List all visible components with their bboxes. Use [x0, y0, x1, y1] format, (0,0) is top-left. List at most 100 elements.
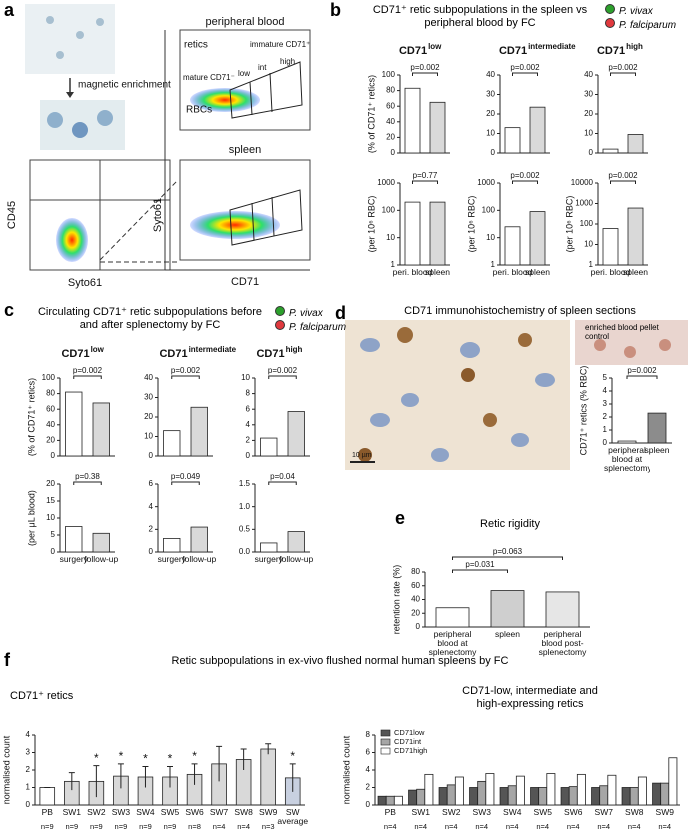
n-label: n=9	[90, 822, 103, 831]
bar	[65, 391, 83, 457]
n-label: n=9	[139, 822, 152, 831]
y-axis-label: (per 10⁶ RBC)	[366, 196, 376, 253]
x-tick-label: SW9	[258, 808, 278, 817]
y-tick-label: 10	[386, 233, 395, 242]
y-tick-label: 10	[584, 129, 593, 138]
chart-title-sup: intermediate	[528, 42, 576, 51]
x-tick-label: peri. blood	[492, 268, 533, 277]
bar	[435, 607, 470, 628]
p-value: p=0.031	[465, 560, 495, 569]
y-tick-label: 1000	[477, 178, 495, 187]
x-tick-label-box: SW4	[503, 808, 521, 817]
annotation: int	[258, 63, 267, 72]
bar	[92, 402, 110, 457]
n-label: n=4	[536, 822, 549, 831]
y-tick-label: 80	[386, 86, 395, 95]
axis-label: Syto61	[68, 277, 102, 289]
y-tick-label: 2	[366, 783, 371, 792]
x-tick-label: SW5	[533, 808, 552, 817]
x-tick-label: SW2	[87, 808, 106, 817]
y-tick-label: 80	[411, 567, 420, 576]
x-tick-label-box: peripheral blood post-splenectomy	[539, 630, 587, 657]
bar	[260, 748, 276, 806]
x-tick-label: SW6	[185, 808, 204, 817]
y-tick-label: 20	[584, 109, 593, 118]
annotation: enriched blood pellet control	[585, 323, 659, 341]
bar	[469, 787, 479, 806]
y-tick-label: 20	[411, 608, 420, 617]
y-tick-label: 4	[26, 730, 31, 739]
x-tick-label-box: spleen	[425, 268, 450, 277]
y-tick-label: 15	[46, 496, 55, 505]
x-tick-label: SW3	[472, 808, 491, 817]
n-label: n=3	[262, 822, 275, 831]
annotation: magnetic enrichment	[78, 80, 171, 91]
bar	[599, 785, 609, 806]
x-tick-label-box: SW2	[442, 808, 460, 817]
y-tick-label: 40	[584, 70, 593, 79]
legend-label: P. vivax	[619, 6, 653, 17]
bar	[429, 101, 446, 154]
x-tick-label-box: spleen	[644, 446, 670, 455]
p-value: p=0.049	[171, 472, 201, 481]
x-tick-label: SW7	[594, 808, 613, 817]
bar	[408, 789, 418, 806]
y-tick-label: 60	[46, 404, 55, 413]
y-axis-label: normalised count	[341, 735, 351, 804]
x-tick-label: follow-up	[279, 555, 314, 564]
panel-title: Retic subpopulations in ex-vivo flushed …	[171, 655, 509, 667]
bar	[438, 787, 448, 806]
y-tick-label: 10000	[571, 178, 594, 187]
y-tick-label: 20	[46, 479, 55, 488]
y-tick-label: 0	[246, 451, 251, 460]
chart-title: CD71	[597, 45, 625, 57]
error-bar	[117, 763, 124, 789]
n-label: n=9	[65, 822, 78, 831]
legend-marker	[275, 306, 285, 316]
flow-plot	[29, 29, 311, 271]
n-label: n=9	[115, 822, 128, 831]
chart-title-sup: low	[428, 42, 442, 51]
p-value: p=0.002	[410, 63, 440, 72]
bar	[260, 542, 278, 553]
error-bar	[216, 745, 223, 782]
chart-title: CD71	[256, 348, 284, 360]
y-tick-label: 1.0	[239, 502, 251, 511]
bar	[190, 406, 208, 457]
bar	[504, 226, 521, 266]
bar	[485, 773, 495, 806]
x-tick-label: spleen	[644, 446, 670, 455]
y-tick-label: 4	[603, 386, 608, 395]
scale-bar-label: 10 µm	[352, 452, 372, 459]
x-tick-label-box: spleen	[623, 268, 648, 277]
legend-label: P. falciparum	[289, 322, 347, 333]
legend-label: CD71high	[394, 746, 427, 755]
x-tick-label-box: peripheral blood at splenectomy	[429, 630, 477, 657]
bar	[454, 776, 464, 806]
bar	[377, 795, 387, 806]
x-tick-label-box: surgery	[59, 555, 88, 564]
bar	[499, 787, 509, 806]
y-tick-label: 60	[386, 101, 395, 110]
x-tick-label: SW average	[277, 808, 309, 826]
y-tick-label: 100	[580, 219, 594, 228]
x-tick-label-box: peri. blood	[492, 268, 533, 277]
n-label: n=4	[445, 822, 458, 831]
y-tick-label: 2	[603, 412, 608, 421]
bar	[545, 591, 580, 628]
y-tick-label: 8	[366, 730, 371, 739]
chart-title-sup: high	[286, 345, 303, 354]
x-tick-label: surgery	[59, 555, 88, 564]
y-tick-label: 0.0	[239, 547, 251, 556]
legend-marker	[605, 18, 615, 28]
error-bar	[68, 772, 75, 791]
y-tick-label: 40	[46, 420, 55, 429]
bar	[568, 786, 578, 806]
x-tick-label-box: spleen	[495, 630, 520, 639]
bar	[627, 207, 644, 266]
y-tick-label: 6	[149, 479, 154, 488]
legend-item: P. falciparum	[275, 320, 346, 334]
axis-label: CD45	[6, 201, 18, 229]
y-tick-label: 10	[144, 432, 153, 441]
